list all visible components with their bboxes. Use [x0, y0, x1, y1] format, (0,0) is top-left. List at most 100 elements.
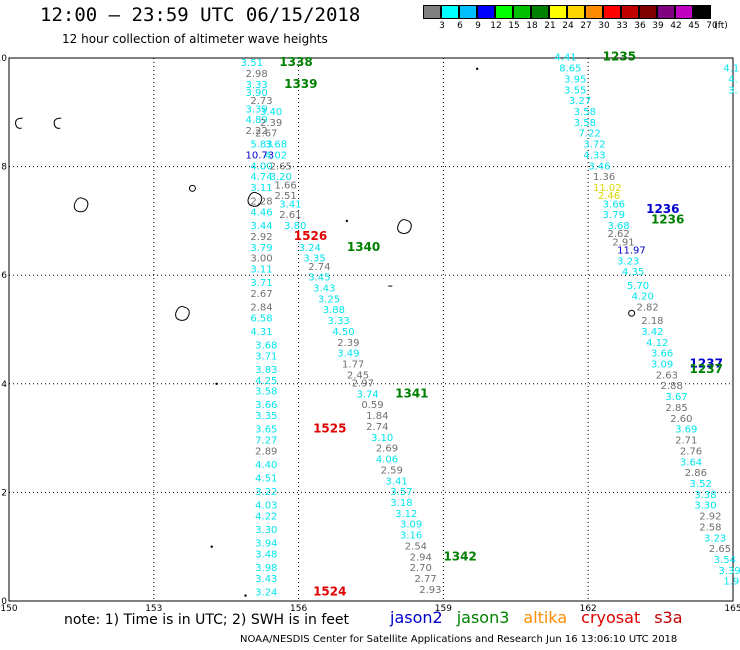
pass-id-label: 1236: [651, 213, 684, 227]
wave-height-label: 3.88: [323, 305, 345, 316]
wave-height-label: 2.85: [665, 403, 687, 414]
wave-height-label: 3.38: [694, 490, 716, 501]
wave-height-label: 3.46: [588, 161, 610, 172]
wave-height-label: 3.58: [574, 118, 596, 129]
wave-height-label: 3.83: [255, 365, 277, 376]
island-coastline: [53, 117, 62, 129]
wave-height-label: 3.43: [255, 574, 277, 585]
x-tick-label: 159: [435, 604, 452, 614]
legend-swatch: [549, 5, 567, 19]
wave-height-label: 3.11: [250, 264, 272, 275]
wave-height-label: 2.62: [608, 229, 630, 240]
legend-label: 39: [652, 21, 664, 31]
wave-height-label: 2.63: [656, 370, 678, 381]
wave-height-label: 3.98: [255, 563, 277, 574]
wave-height-label: 4.46: [250, 207, 272, 218]
wave-height-label: 3.42: [641, 327, 663, 338]
legend-label: 3: [439, 21, 445, 31]
legend-swatch: [459, 5, 477, 19]
wave-height-label: 3.49: [337, 349, 359, 360]
legend-swatch: [477, 5, 495, 19]
wave-height-label: 3.33: [328, 316, 350, 327]
wave-height-label: 3.58: [255, 387, 277, 398]
pass-id-label: 1525: [313, 422, 346, 436]
wave-height-label: 4.03: [255, 501, 277, 512]
wave-height-label: 3.41: [279, 199, 301, 210]
wave-height-label: 4.00: [250, 161, 272, 172]
legend-swatch: [657, 5, 675, 19]
legend-label: 42: [670, 21, 682, 31]
wave-height-label: 2.97: [352, 379, 374, 390]
wave-height-label: 3.71: [250, 278, 272, 289]
wave-height-label: 2.39: [337, 338, 359, 349]
wave-height-label: 4.02: [265, 150, 287, 161]
wave-height-label: 3.68: [255, 341, 277, 352]
wave-height-label: 3.23: [704, 533, 726, 544]
legend-label: 45: [688, 21, 700, 31]
wave-height-label: 2.58: [699, 522, 721, 533]
wave-height-label: 2.51: [274, 191, 296, 202]
wave-height-label: 2.54: [405, 541, 427, 552]
wave-height-label: 3.58: [574, 107, 596, 118]
map-subtitle: 12 hour collection of altimeter wave hei…: [62, 32, 328, 46]
wave-height-label: 2.91: [612, 237, 634, 248]
wave-height-label: 11.02: [593, 183, 622, 194]
wave-height-label: 3.27: [569, 96, 591, 107]
wave-height-label: 5.83: [250, 140, 272, 151]
wave-height-label: 3.66: [651, 349, 673, 360]
wave-height-label: 4.1: [723, 64, 739, 75]
wave-height-label: 3.40: [260, 107, 282, 118]
wave-height-label: 4.41: [554, 53, 576, 64]
wave-height-label: 2.70: [410, 563, 432, 574]
y-tick-label: 0: [1, 597, 7, 607]
legend-label: 18: [526, 21, 538, 31]
wave-height-label: 3.79: [603, 210, 625, 221]
satellite-legend: jason2 jason3 altika cryosat s3a: [390, 608, 697, 627]
wave-height-label: 3.24: [255, 588, 277, 599]
wave-height-label: 3.74: [357, 389, 379, 400]
satellite-name: cryosat: [581, 608, 641, 627]
wave-height-label: 3.39: [246, 104, 268, 115]
wave-height-label: 2.92: [699, 512, 721, 523]
wave-height-label: 2.86: [685, 468, 707, 479]
legend-label: 6: [457, 21, 463, 31]
wave-height-label: 3.57: [390, 487, 412, 498]
y-tick-label: 2: [1, 488, 7, 498]
wave-height-label: 2.46: [598, 191, 620, 202]
wave-height-label: 4.40: [255, 460, 277, 471]
wave-height-label: 3.64: [680, 457, 702, 468]
x-tick-label: 156: [290, 604, 307, 614]
y-tick-label: 6: [1, 271, 7, 281]
wave-height-label: 3.80: [284, 221, 306, 232]
wave-height-label: 3.51: [241, 58, 263, 69]
wave-height-label: 1.66: [274, 180, 296, 191]
wave-height-label: 2.18: [641, 316, 663, 327]
color-legend: 3 6 9 12 15 18 21 24 27 30 33 36 39 42 45 70 (ft): [423, 5, 728, 35]
wave-height-label: 2.45: [347, 370, 369, 381]
pass-id-label: 1237: [690, 357, 723, 371]
wave-height-label: 3.69: [675, 425, 697, 436]
wave-height-label: 3.22: [255, 487, 277, 498]
wave-height-label: 3.11: [250, 183, 272, 194]
pass-id-label: 1338: [279, 55, 312, 69]
legend-swatch: [585, 5, 603, 19]
footnote: note: 1) Time is in UTC; 2) SWH is in fe…: [64, 612, 350, 628]
legend-swatch: [531, 5, 549, 19]
wave-height-label: 3.79: [250, 243, 272, 254]
legend-swatch: [693, 5, 711, 19]
wave-height-label: 2.98: [246, 69, 268, 80]
wave-height-label: 3.30: [255, 525, 277, 536]
satellite-name: s3a: [654, 608, 683, 627]
wave-height-label: 3.09: [651, 360, 673, 371]
wave-height-label: 3.24: [299, 243, 321, 254]
legend-swatch: [567, 5, 585, 19]
wave-height-label: 3.72: [583, 140, 605, 151]
wave-height-label: 1.36: [593, 172, 615, 183]
island-coastline: [345, 219, 349, 223]
legend-swatch: [423, 5, 441, 19]
wave-height-label: 3.67: [665, 392, 687, 403]
wave-height-label: 4.: [728, 74, 738, 85]
island-coastline: [244, 594, 247, 597]
satellite-name: altika: [523, 608, 568, 627]
wave-height-label: 2.88: [661, 381, 683, 392]
